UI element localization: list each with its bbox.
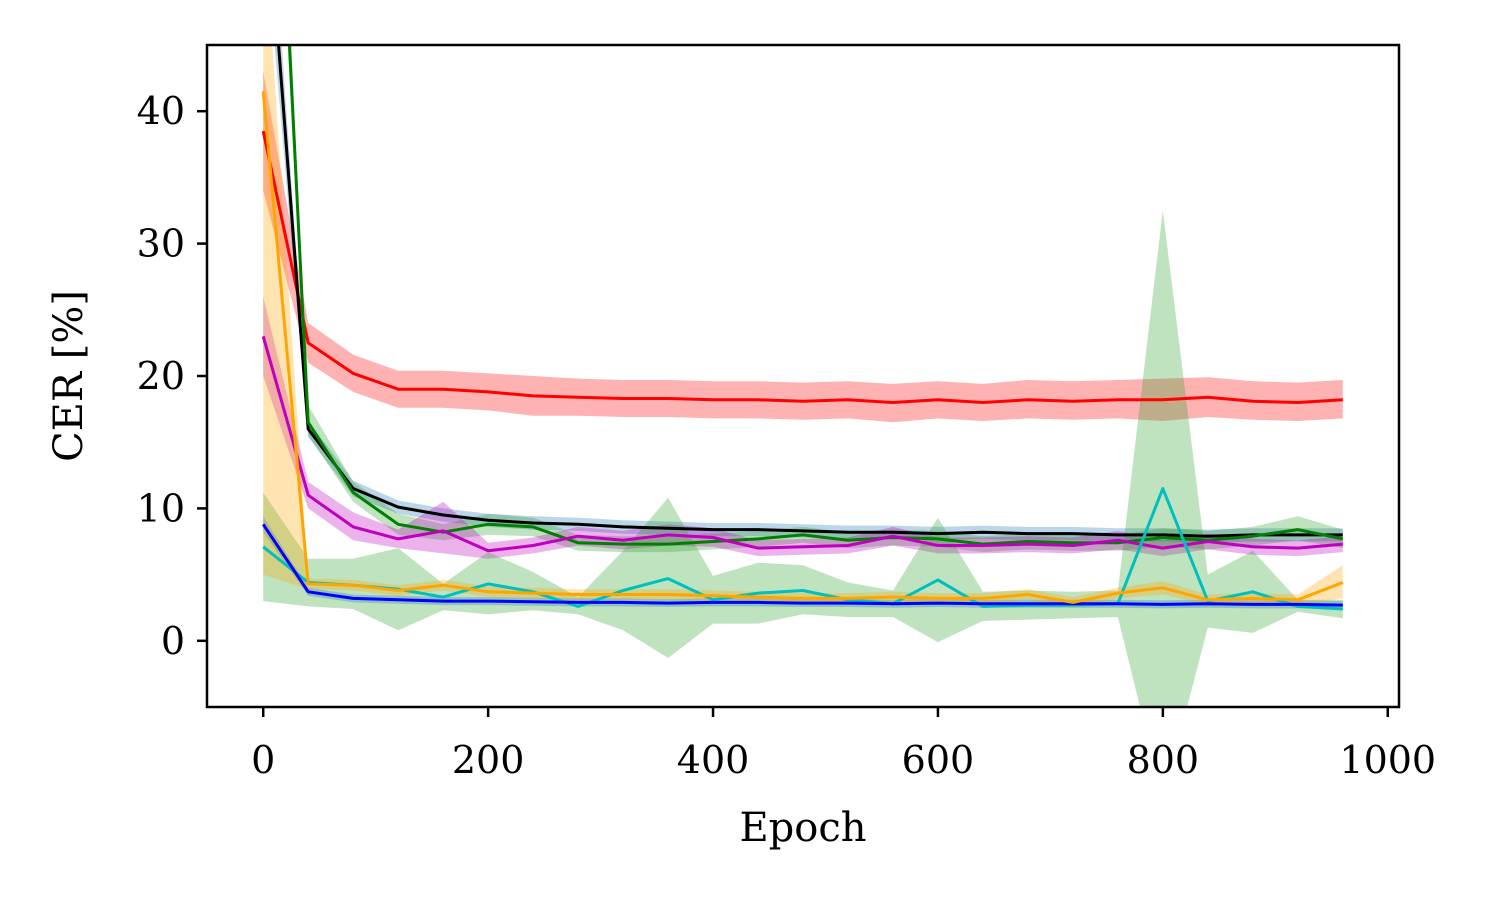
x-tick-label: 200: [452, 738, 525, 782]
y-tick-label: 40: [137, 89, 185, 133]
y-tick-label: 30: [137, 222, 185, 266]
x-tick-label: 800: [1127, 738, 1200, 782]
y-axis: 0 10 20 30 40: [137, 89, 207, 663]
series-1-band: [263, 71, 1343, 423]
series-lines: [261, 45, 1344, 611]
x-tick-label: 600: [902, 738, 975, 782]
x-tick-label: 1000: [1339, 738, 1436, 782]
y-tick-label: 0: [161, 619, 185, 663]
y-axis-label: CER [%]: [46, 290, 92, 462]
x-axis: 0 200 400 600 800 1000: [251, 707, 1436, 782]
series-6-line: [261, 523, 1343, 607]
x-axis-label: Epoch: [739, 805, 866, 851]
x-tick-label: 0: [251, 738, 275, 782]
y-tick-label: 20: [137, 354, 185, 398]
x-tick-label: 400: [677, 738, 750, 782]
series-5-band: [263, 210, 1343, 707]
series-1-line: [261, 130, 1343, 404]
series-7-line: [261, 91, 1344, 604]
series-4-line: [261, 335, 1343, 553]
series-5-line: [262, 487, 1343, 611]
y-tick-label: 10: [137, 486, 185, 530]
series-2-line: [277, 45, 1343, 538]
